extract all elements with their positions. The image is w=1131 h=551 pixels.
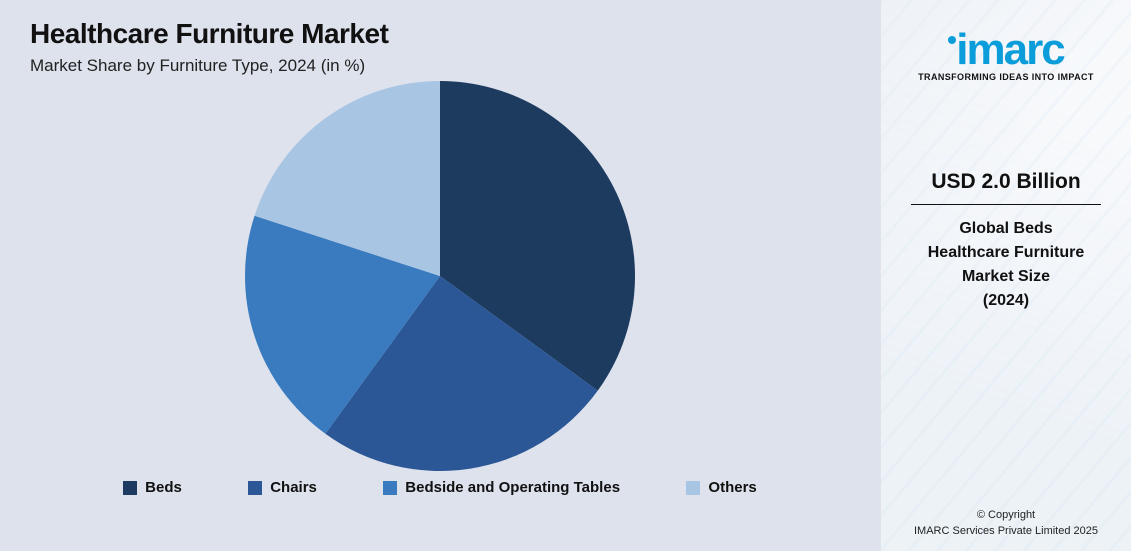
stat-divider: [911, 204, 1101, 205]
legend-item-2: Bedside and Operating Tables: [383, 479, 620, 496]
page-root: Healthcare Furniture Market Market Share…: [0, 0, 1131, 551]
sidebar-panel: imarc TRANSFORMING IDEAS INTO IMPACT USD…: [880, 0, 1131, 551]
page-title: Healthcare Furniture Market: [30, 18, 850, 50]
stat-line-2: Healthcare Furniture: [906, 241, 1106, 265]
legend-swatch-icon: [248, 481, 262, 495]
legend-label: Others: [708, 479, 756, 496]
legend-item-1: Chairs: [248, 479, 317, 496]
sidebar-content: imarc TRANSFORMING IDEAS INTO IMPACT USD…: [881, 0, 1131, 551]
logo-tagline: TRANSFORMING IDEAS INTO IMPACT: [918, 72, 1094, 82]
chart-container: [30, 81, 850, 471]
legend-swatch-icon: [123, 481, 137, 495]
copyright-line-2: IMARC Services Private Limited 2025: [881, 524, 1131, 539]
stat-description: Global Beds Healthcare Furniture Market …: [906, 217, 1106, 313]
copyright-line-1: © Copyright: [881, 508, 1131, 523]
page-subtitle: Market Share by Furniture Type, 2024 (in…: [30, 56, 850, 76]
legend-label: Bedside and Operating Tables: [405, 479, 620, 496]
legend-item-0: Beds: [123, 479, 182, 496]
legend-item-3: Others: [686, 479, 756, 496]
logo-text: imarc: [918, 30, 1094, 70]
legend-swatch-icon: [686, 481, 700, 495]
legend-label: Chairs: [270, 479, 317, 496]
stat-line-1: Global Beds: [906, 217, 1106, 241]
legend-label: Beds: [145, 479, 182, 496]
pie-chart: [245, 81, 635, 471]
logo-word: imarc: [956, 25, 1063, 74]
legend: Beds Chairs Bedside and Operating Tables Ot…: [30, 479, 850, 496]
main-panel: Healthcare Furniture Market Market Share…: [0, 0, 880, 551]
copyright: © Copyright IMARC Services Private Limit…: [881, 508, 1131, 539]
legend-swatch-icon: [383, 481, 397, 495]
stat-line-4: (2024): [906, 289, 1106, 313]
stat-line-3: Market Size: [906, 265, 1106, 289]
brand-logo: imarc TRANSFORMING IDEAS INTO IMPACT: [918, 30, 1094, 82]
stat-value: USD 2.0 Billion: [906, 170, 1106, 194]
stat-block: USD 2.0 Billion Global Beds Healthcare F…: [906, 170, 1106, 313]
